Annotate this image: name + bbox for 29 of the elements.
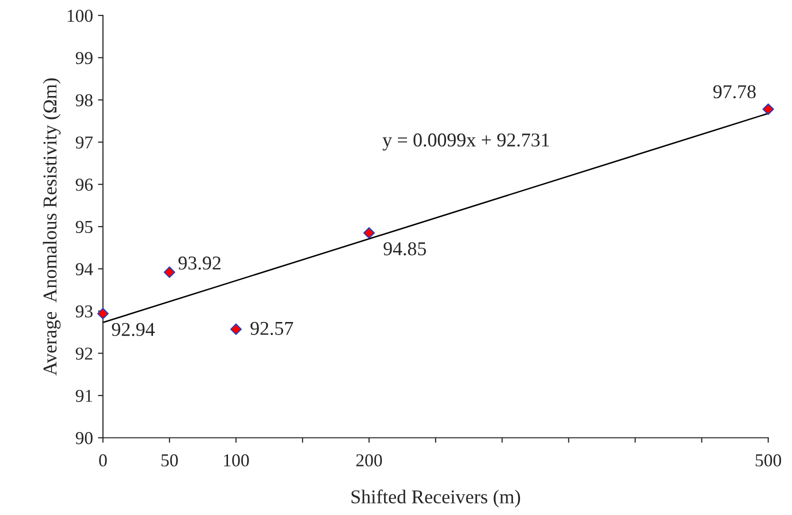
point <box>230 323 242 335</box>
x-tick-label: 50 <box>162 454 178 466</box>
x-tick-label: 0 <box>99 454 107 466</box>
y-tick-label: 92 <box>76 348 92 360</box>
y-axis-title: Average Anomalous Resistivity (Ωm) <box>42 78 61 376</box>
y-tick-label: 93 <box>76 305 93 318</box>
x-axis-title: Shifted Receivers (m) <box>352 490 520 508</box>
data-label: 97.78 <box>713 85 756 98</box>
data-label: 92.57 <box>250 322 294 336</box>
point <box>164 266 176 278</box>
y-tick-label: 90 <box>76 432 93 444</box>
data-label: 94.85 <box>384 242 426 256</box>
y-tick-label: 95 <box>76 220 93 234</box>
y-tick-label: 94 <box>76 263 93 276</box>
point <box>363 227 375 239</box>
y-tick-label: 91 <box>76 390 92 402</box>
x-tick-label: 100 <box>224 454 249 466</box>
point <box>762 103 774 115</box>
x-tick-label: 200 <box>356 454 382 466</box>
data-label: 93.92 <box>178 256 220 270</box>
y-tick-label: 99 <box>76 52 92 64</box>
annotation: y = 0.0099x + 92.731 <box>382 133 549 151</box>
y-tick-label: 96 <box>76 178 93 191</box>
y-tick-label: 97 <box>76 136 93 149</box>
data-label: 92.94 <box>112 322 155 336</box>
point <box>97 308 109 320</box>
x-tick-label: 500 <box>756 454 782 466</box>
y-tick-label: 100 <box>68 10 93 22</box>
y-tick-label: 98 <box>76 94 93 106</box>
